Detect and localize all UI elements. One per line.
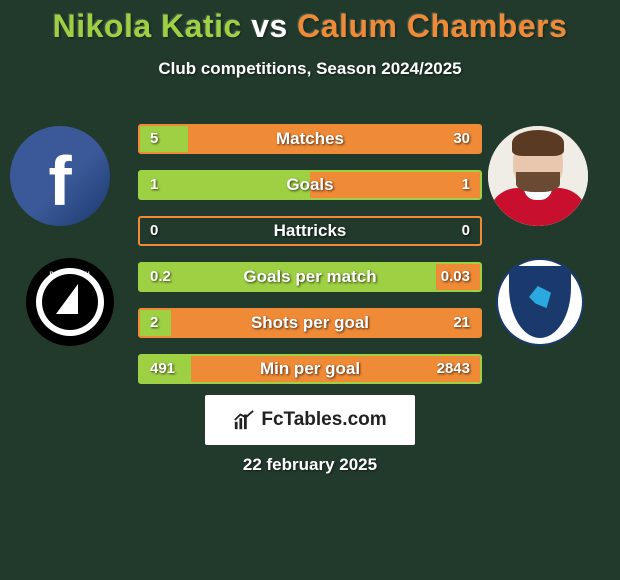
stat-row: Hattricks0 0 — [138, 216, 482, 246]
bar-label: Shots per goal — [140, 310, 480, 336]
branding-box: FcTables.com — [205, 395, 415, 445]
player-photo-placeholder — [488, 126, 588, 226]
stat-row: Min per goal491 2843 — [138, 354, 482, 384]
bar-value-right: 1 — [462, 172, 470, 198]
bar-value-left: 491 — [150, 356, 175, 382]
stat-bars: Matches5 30 Goals1 1 Hattricks0 0 Goals per ma… — [138, 124, 482, 400]
title-right-name: Calum Chambers — [297, 8, 567, 44]
bar-value-left: 0 — [150, 218, 158, 244]
stat-row: Goals per match0.2 0.03 — [138, 262, 482, 292]
title-vs: vs — [251, 8, 288, 44]
bar-value-right: 0 — [462, 218, 470, 244]
bar-value-right: 2843 — [437, 356, 470, 382]
bar-value-left: 0.2 — [150, 264, 171, 290]
bar-label: Hattricks — [140, 218, 480, 244]
player-left-avatar: f — [10, 126, 110, 226]
bar-value-left: 2 — [150, 310, 158, 336]
bar-value-right: 21 — [453, 310, 470, 336]
club-left-badge: PLYMOUTH — [26, 258, 114, 346]
bar-label: Min per goal — [140, 356, 480, 382]
bar-value-right: 30 — [453, 126, 470, 152]
bar-label: Goals per match — [140, 264, 480, 290]
bar-value-right: 0.03 — [441, 264, 470, 290]
club-right-badge — [496, 258, 584, 346]
bar-label: Matches — [140, 126, 480, 152]
facebook-icon: f — [10, 126, 110, 226]
stat-row: Goals1 1 — [138, 170, 482, 200]
subtitle: Club competitions, Season 2024/2025 — [0, 59, 620, 79]
date-text: 22 february 2025 — [0, 455, 620, 475]
player-right-avatar — [488, 126, 588, 226]
fctables-logo-icon — [233, 409, 255, 431]
bar-value-left: 5 — [150, 126, 158, 152]
title-left-name: Nikola Katic — [53, 8, 242, 44]
branding-text: FcTables.com — [261, 409, 386, 431]
stat-row: Shots per goal2 21 — [138, 308, 482, 338]
comparison-container: Nikola Katic vs Calum Chambers Club comp… — [0, 0, 620, 580]
bar-value-left: 1 — [150, 172, 158, 198]
bar-label: Goals — [140, 172, 480, 198]
page-title: Nikola Katic vs Calum Chambers — [0, 0, 620, 45]
stat-row: Matches5 30 — [138, 124, 482, 154]
